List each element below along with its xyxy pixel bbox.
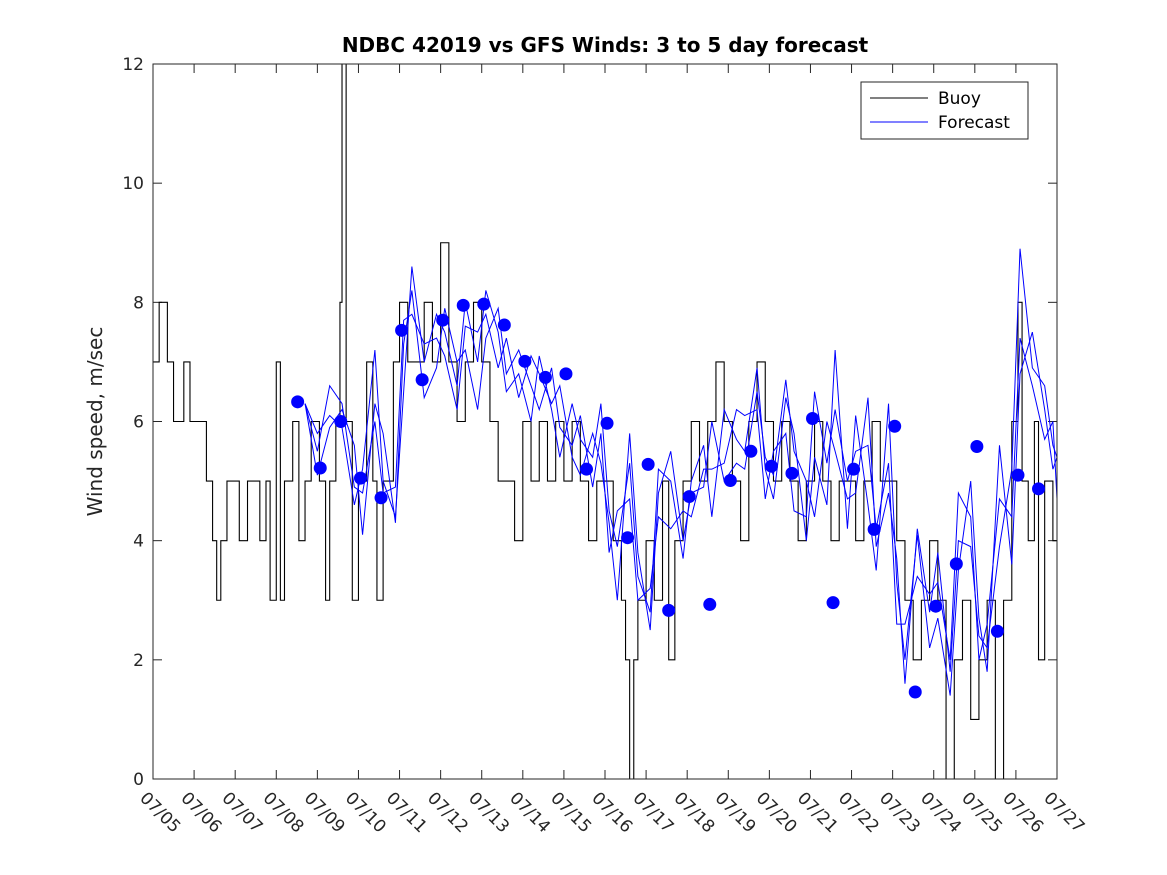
forecast-marker xyxy=(538,370,552,384)
forecast-marker xyxy=(723,473,737,487)
chart-title: NDBC 42019 vs GFS Winds: 3 to 5 day fore… xyxy=(342,33,869,57)
forecast-marker xyxy=(641,457,655,471)
forecast-line xyxy=(304,290,1058,660)
y-tick-label: 6 xyxy=(133,413,144,433)
forecast-marker xyxy=(826,596,840,610)
forecast-marker xyxy=(580,462,594,476)
y-tick-label: 12 xyxy=(122,55,144,75)
plot-border xyxy=(152,63,1058,780)
forecast-marker xyxy=(559,367,573,381)
y-tick-label: 0 xyxy=(133,770,144,790)
forecast-marker xyxy=(436,313,450,327)
forecast-marker xyxy=(764,459,778,473)
forecast-marker xyxy=(744,444,758,458)
legend-forecast-label: Forecast xyxy=(938,113,1010,133)
forecast-markers xyxy=(291,297,1046,699)
forecast-marker xyxy=(867,522,881,536)
y-axis-label: Wind speed, m/sec xyxy=(83,327,107,517)
forecast-marker xyxy=(990,624,1004,638)
forecast-marker xyxy=(1032,482,1046,496)
forecast-marker xyxy=(374,491,388,505)
forecast-marker xyxy=(949,557,963,571)
forecast-line xyxy=(304,248,1058,684)
forecast-marker xyxy=(291,395,305,409)
forecast-marker xyxy=(313,461,327,475)
forecast-marker xyxy=(334,415,348,428)
forecast-marker xyxy=(354,471,368,485)
forecast-marker xyxy=(497,318,511,332)
forecast-marker xyxy=(456,298,470,312)
buoy-series xyxy=(153,63,1057,780)
forecast-marker xyxy=(477,297,491,311)
forecast-marker xyxy=(888,419,902,433)
forecast-marker xyxy=(395,323,409,337)
legend: Buoy Forecast xyxy=(860,81,1029,140)
forecast-marker xyxy=(970,440,984,454)
y-tick-label: 2 xyxy=(133,651,144,671)
forecast-marker xyxy=(806,412,820,426)
buoy-line xyxy=(153,63,1057,780)
y-tick-label: 10 xyxy=(122,174,144,194)
legend-buoy-label: Buoy xyxy=(938,89,981,109)
y-tick-label: 8 xyxy=(133,293,144,313)
forecast-marker xyxy=(929,599,943,613)
forecast-marker xyxy=(662,603,676,617)
forecast-marker xyxy=(621,531,635,545)
forecast-marker xyxy=(703,597,717,611)
forecast-marker xyxy=(785,466,799,480)
forecast-marker xyxy=(600,416,614,430)
plot-series-group xyxy=(153,63,1058,780)
forecast-marker xyxy=(908,685,922,699)
forecast-marker xyxy=(682,490,696,504)
forecast-marker xyxy=(518,354,532,368)
forecast-marker xyxy=(415,373,429,387)
forecast-marker xyxy=(1011,468,1025,482)
y-tick-label: 4 xyxy=(133,532,144,552)
legend-box xyxy=(860,81,1029,140)
forecast-marker xyxy=(847,462,861,476)
